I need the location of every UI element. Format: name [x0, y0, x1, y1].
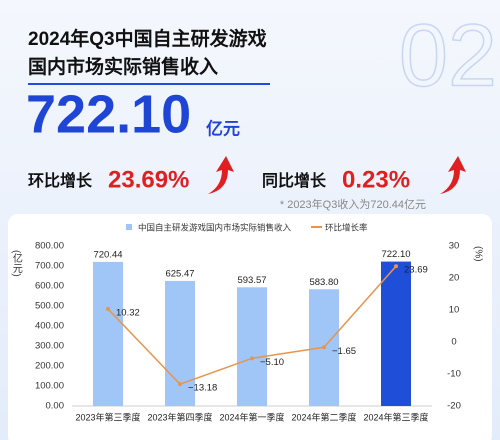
y-tick-label: 500.00 [35, 301, 64, 312]
y2-axis-label: (%) [472, 246, 483, 262]
up-arrow [440, 156, 466, 194]
line-value-label: −5.10 [260, 357, 284, 368]
qoq-label: 环比增长 [28, 171, 93, 190]
note: * 2023年Q3收入为720.44亿元 [280, 197, 426, 211]
x-tick-label: 2023年第四季度 [147, 411, 212, 422]
line-value-label: 10.32 [116, 307, 140, 318]
bar-value-label: 722.10 [381, 249, 410, 260]
line-point [322, 345, 326, 350]
x-tick-label: 2023年第三季度 [75, 411, 140, 422]
bar [93, 261, 123, 406]
line-point [250, 356, 254, 361]
y-tick-label: 800.00 [35, 241, 64, 252]
bar-value-label: 720.44 [93, 249, 122, 260]
title-line: 国内市场实际销售收入 [28, 55, 218, 78]
y2-tick-label: -20 [447, 401, 461, 412]
line-point [178, 382, 182, 387]
line-point [394, 264, 398, 269]
bar-value-label: 583.80 [309, 277, 338, 288]
y-tick-label: 0.00 [46, 401, 65, 412]
y2-tick-label: 0 [451, 337, 456, 348]
line-value-label: −1.65 [332, 346, 356, 357]
yoy-value: 0.23% [342, 166, 410, 193]
line-value-label: 23.69 [404, 265, 428, 276]
title-line: 2024年Q3中国自主研发游戏 [28, 27, 267, 50]
qoq-value: 23.69% [108, 166, 189, 193]
y-tick-label: 400.00 [35, 321, 64, 332]
legend-label: 环比增长率 [325, 222, 368, 232]
y-tick-label: 700.00 [35, 261, 64, 272]
legend-swatch [126, 224, 132, 230]
yoy-label: 同比增长 [262, 171, 327, 190]
x-tick-label: 2024年第三季度 [363, 411, 428, 422]
bar-value-label: 625.47 [165, 268, 194, 279]
x-tick-label: 2024年第一季度 [219, 411, 284, 422]
chart: 0.00 100.00 200.00 300.00 400.00 500.00 600.00… [10, 222, 483, 422]
line-point [106, 306, 110, 311]
total-unit: 亿元 [206, 118, 240, 138]
y-tick-label: 300.00 [35, 341, 64, 352]
y2-tick-label: -10 [447, 369, 461, 380]
watermark: 02 [399, 5, 497, 104]
y-tick-label: 200.00 [35, 361, 64, 372]
up-arrow [208, 156, 234, 194]
bar-value-label: 593.57 [237, 275, 266, 286]
y-tick-label: 600.00 [35, 281, 64, 292]
line-value-label: −13.18 [188, 383, 217, 394]
y2-tick-label: 10 [449, 305, 460, 316]
x-tick-label: 2024年第二季度 [291, 411, 356, 422]
y2-tick-label: 30 [449, 241, 460, 252]
bar [381, 261, 411, 406]
y-axis-label: (亿元) [10, 250, 22, 277]
y-tick-label: 100.00 [35, 381, 64, 392]
bar [237, 287, 267, 406]
total-value: 722.10 [26, 84, 191, 144]
legend-label: 中国自主研发游戏国内市场实际销售收入 [138, 222, 292, 232]
y2-tick-label: 20 [449, 273, 460, 284]
